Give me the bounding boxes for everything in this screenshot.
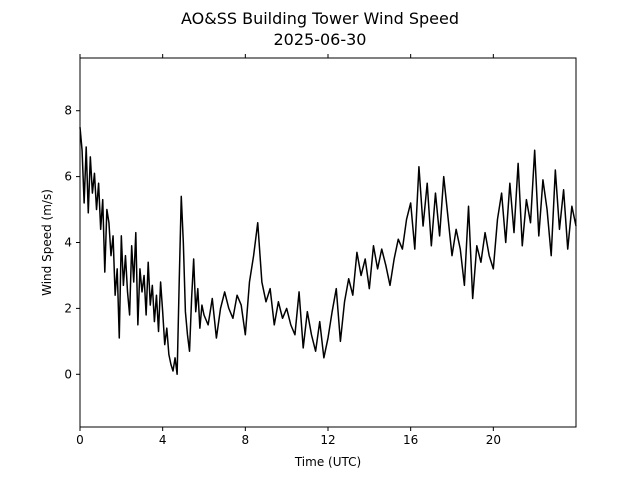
- y-tick-label: 6: [64, 170, 72, 184]
- chart-title: AO&SS Building Tower Wind Speed: [181, 9, 459, 28]
- y-axis-label: Wind Speed (m/s): [40, 189, 54, 296]
- chart-subtitle: 2025-06-30: [274, 30, 367, 49]
- x-tick-label: 12: [320, 433, 335, 447]
- y-tick-label: 2: [64, 301, 72, 315]
- x-tick-label: 20: [486, 433, 501, 447]
- wind-speed-series-line: [79, 127, 577, 376]
- x-tick-label: 8: [242, 433, 250, 447]
- y-tick-label: 4: [64, 236, 72, 250]
- x-tick-label: 16: [403, 433, 418, 447]
- x-axis-label: Time (UTC): [294, 455, 361, 469]
- x-tick-label: 4: [159, 433, 167, 447]
- y-tick-label: 0: [64, 367, 72, 381]
- x-tick-label: 0: [76, 433, 84, 447]
- plot-frame: [79, 57, 577, 428]
- x-axis: 0 4 8 12 16 20: [76, 54, 501, 447]
- y-tick-label: 8: [64, 104, 72, 118]
- y-axis: 0 2 4 6 8: [64, 104, 80, 381]
